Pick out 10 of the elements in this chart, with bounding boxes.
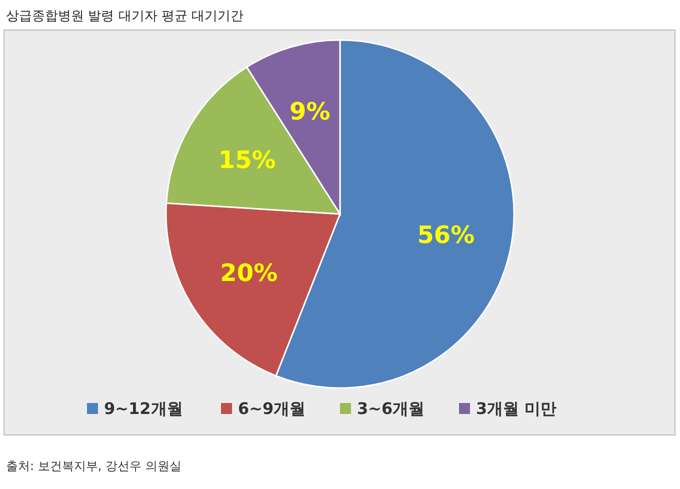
legend-label: 3개월 미만 xyxy=(476,399,557,418)
data-label: 20% xyxy=(220,258,278,287)
source-note: 출처: 보건복지부, 강선우 의원실 xyxy=(6,459,182,473)
chart-title: 상급종합병원 발령 대기자 평균 대기기간 xyxy=(6,9,244,24)
data-label: 56% xyxy=(417,221,475,250)
legend-label: 3~6개월 xyxy=(357,399,425,418)
data-label: 9% xyxy=(290,97,330,126)
legend-label: 9~12개월 xyxy=(104,399,183,418)
legend-label: 6~9개월 xyxy=(238,399,306,418)
data-label: 15% xyxy=(218,146,276,174)
